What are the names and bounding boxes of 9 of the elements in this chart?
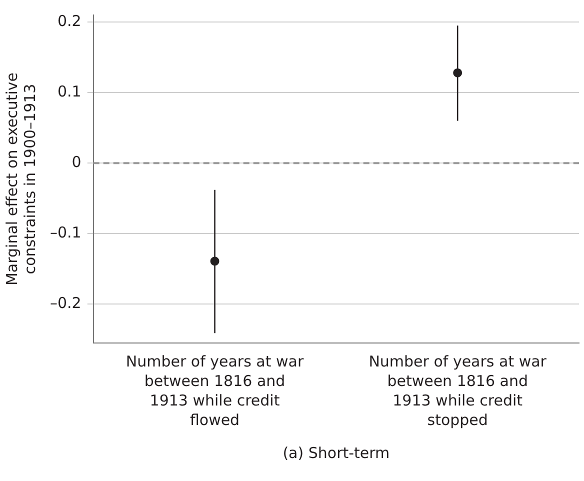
y-tick-label: –0.1	[50, 224, 82, 242]
text: (a) Short-term	[282, 444, 390, 462]
y-tick-label: 0.2	[57, 12, 82, 30]
x-tick-label: Number of years at war between 1816 and 1913 while credit flowed	[126, 352, 304, 430]
y-tick-label: –0.2	[50, 294, 82, 312]
y-tick-label: 0.1	[57, 82, 82, 100]
x-tick-label: Number of years at war between 1816 and 1913 while credit stopped	[368, 352, 548, 430]
y-axis-title: Marginal effect on executive constraints in 1900–1913	[2, 72, 39, 286]
y-tick-label: 0	[72, 153, 82, 172]
